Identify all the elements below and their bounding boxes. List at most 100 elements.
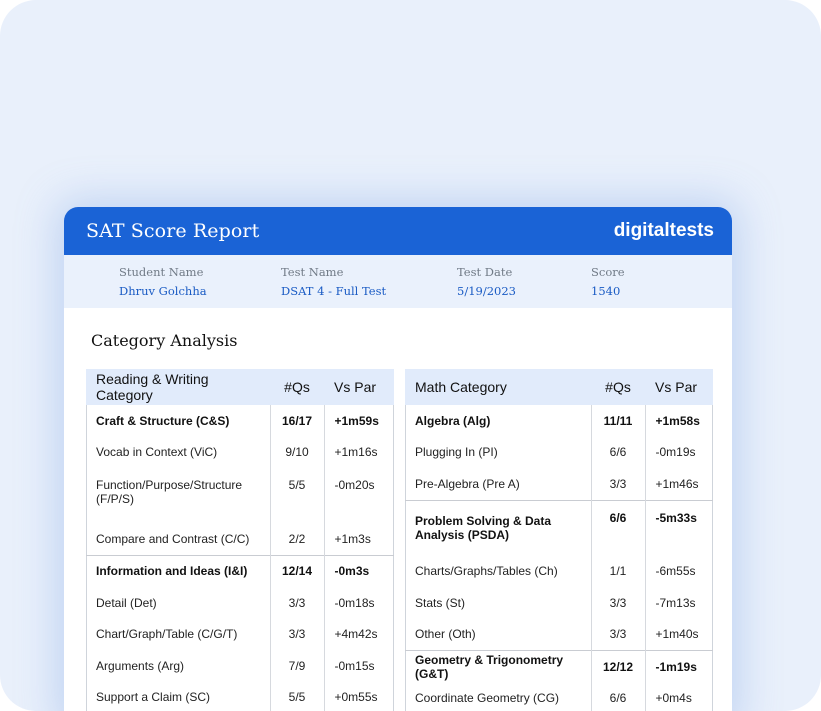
questions-cell: 3/3 xyxy=(269,587,324,619)
category-cell: Plugging In (PI) xyxy=(415,445,498,460)
vs-par-cell: -1m19s xyxy=(644,650,713,683)
test-name-label: Test Name xyxy=(281,265,344,279)
questions-cell: 2/2 xyxy=(269,523,324,555)
questions-cell: 12/14 xyxy=(269,554,324,587)
questions-cell: 3/3 xyxy=(590,618,645,651)
questions-cell: 1/1 xyxy=(590,555,645,587)
questions-cell: 5/5 xyxy=(269,468,324,523)
table-row: Support a Claim (SC) 5/5 +0m55s xyxy=(86,681,394,711)
questions-cell: 3/3 xyxy=(590,587,645,619)
test-date-label: Test Date xyxy=(457,265,513,279)
table-row: Vocab in Context (ViC) 9/10 +1m16s xyxy=(86,436,394,468)
vs-par-cell: -5m33s xyxy=(644,499,713,556)
vs-par-cell: +0m55s xyxy=(323,681,394,711)
table-row: Algebra (Alg) 11/11 +1m58s xyxy=(405,405,713,437)
column-header: #Qs xyxy=(591,369,645,405)
questions-cell: 7/9 xyxy=(269,650,324,682)
table-row: Detail (Det) 3/3 -0m18s xyxy=(86,587,394,619)
vs-par-cell: +1m40s xyxy=(644,618,713,651)
table-row: Charts/Graphs/Tables (Ch) 1/1 -6m55s xyxy=(405,555,713,587)
table-header-row: Reading & Writing Category #Qs Vs Par xyxy=(86,369,394,405)
vs-par-cell: -0m19s xyxy=(644,436,713,468)
table-row: Function/Purpose/Structure (F/P/S) 5/5 -… xyxy=(86,468,394,523)
test-name-value: DSAT 4 - Full Test xyxy=(281,284,387,298)
table-row: Stats (St) 3/3 -7m13s xyxy=(405,587,713,619)
category-cell: Other (Oth) xyxy=(415,627,476,642)
category-cell: Arguments (Arg) xyxy=(96,658,185,673)
category-cell: Problem Solving & Data Analysis (PSDA) xyxy=(405,499,591,556)
questions-cell: 6/6 xyxy=(590,499,645,556)
category-cell: Chart/Graph/Table (C/G/T) xyxy=(96,627,238,642)
table-row: Pre-Algebra (Pre A) 3/3 +1m46s xyxy=(405,468,713,500)
category-cell: Vocab in Context (ViC) xyxy=(96,445,218,460)
category-cell: Compare and Contrast (C/C) xyxy=(96,531,250,546)
category-cell: Algebra (Alg) xyxy=(415,413,491,428)
questions-cell: 11/11 xyxy=(590,405,645,437)
questions-cell: 16/17 xyxy=(269,405,324,437)
table-row: Geometry & Trigonometry (G&T) 12/12 -1m1… xyxy=(405,650,713,683)
student-name-label: Student Name xyxy=(119,265,204,279)
questions-cell: 12/12 xyxy=(590,650,645,683)
category-cell: Support a Claim (SC) xyxy=(96,690,211,705)
rw-category-table: Reading & Writing Category #Qs Vs Par Cr… xyxy=(86,369,394,711)
score-field: Score 1540 xyxy=(591,265,625,298)
score-label: Score xyxy=(591,265,625,279)
questions-cell: 6/6 xyxy=(590,436,645,468)
report-title: SAT Score Report xyxy=(86,220,260,242)
vs-par-cell: +1m3s xyxy=(323,523,394,555)
category-cell: Coordinate Geometry (CG) xyxy=(415,691,560,706)
questions-cell: 3/3 xyxy=(590,468,645,500)
column-header: Vs Par xyxy=(645,369,713,405)
vs-par-cell: +1m59s xyxy=(323,405,394,437)
score-report-card: SAT Score Report digitaltests Student Na… xyxy=(64,207,732,711)
vs-par-cell: +1m16s xyxy=(323,436,394,468)
table-row: Chart/Graph/Table (C/G/T) 3/3 +4m42s xyxy=(86,618,394,650)
table-row: Information and Ideas (I&I) 12/14 -0m3s xyxy=(86,554,394,587)
vs-par-cell: +0m4s xyxy=(644,682,713,711)
category-cell: Craft & Structure (C&S) xyxy=(96,413,230,428)
math-category-table: Math Category #Qs Vs Par Algebra (Alg) 1… xyxy=(405,369,713,711)
vs-par-cell: -0m15s xyxy=(323,650,394,682)
category-cell: Stats (St) xyxy=(415,595,466,610)
column-header: Reading & Writing Category xyxy=(86,369,270,405)
column-header: Math Category xyxy=(405,369,591,405)
table-row: Compare and Contrast (C/C) 2/2 +1m3s xyxy=(86,523,394,555)
student-name-field: Student Name Dhruv Golchha xyxy=(119,265,207,298)
report-header: SAT Score Report digitaltests xyxy=(64,207,732,255)
column-header: #Qs xyxy=(270,369,324,405)
questions-cell: 3/3 xyxy=(269,618,324,650)
score-value: 1540 xyxy=(591,284,621,298)
student-name-value: Dhruv Golchha xyxy=(119,284,207,298)
student-info-bar: Student Name Dhruv Golchha Test Name DSA… xyxy=(64,255,732,308)
test-name-field: Test Name DSAT 4 - Full Test xyxy=(281,265,386,298)
table-row: Other (Oth) 3/3 +1m40s xyxy=(405,618,713,651)
table-header-row: Math Category #Qs Vs Par xyxy=(405,369,713,405)
test-date-field: Test Date 5/19/2023 xyxy=(457,265,516,298)
vs-par-cell: +1m58s xyxy=(644,405,713,437)
vs-par-cell: +1m46s xyxy=(644,468,713,500)
table-row: Arguments (Arg) 7/9 -0m15s xyxy=(86,650,394,682)
vs-par-cell: -0m20s xyxy=(323,468,394,523)
table-row: Problem Solving & Data Analysis (PSDA) 6… xyxy=(405,499,713,556)
category-cell: Charts/Graphs/Tables (Ch) xyxy=(415,564,558,579)
table-row: Coordinate Geometry (CG) 6/6 +0m4s xyxy=(405,682,713,711)
category-cell: Function/Purpose/Structure (F/P/S) xyxy=(96,478,243,506)
vs-par-cell: -0m3s xyxy=(323,554,394,587)
vs-par-cell: +4m42s xyxy=(323,618,394,650)
vs-par-cell: -0m18s xyxy=(323,587,394,619)
category-cell: Detail (Det) xyxy=(96,595,157,610)
column-header: Vs Par xyxy=(324,369,394,405)
table-row: Plugging In (PI) 6/6 -0m19s xyxy=(405,436,713,468)
category-analysis-title: Category Analysis xyxy=(91,331,238,350)
table-row: Craft & Structure (C&S) 16/17 +1m59s xyxy=(86,405,394,437)
questions-cell: 5/5 xyxy=(269,681,324,711)
test-date-value: 5/19/2023 xyxy=(457,284,516,298)
questions-cell: 9/10 xyxy=(269,436,324,468)
vs-par-cell: -6m55s xyxy=(644,555,713,587)
category-cell: Pre-Algebra (Pre A) xyxy=(415,476,520,491)
vs-par-cell: -7m13s xyxy=(644,587,713,619)
questions-cell: 6/6 xyxy=(590,682,645,711)
brand-logo: digitaltests xyxy=(613,220,714,241)
category-cell: Geometry & Trigonometry (G&T) xyxy=(405,650,591,683)
